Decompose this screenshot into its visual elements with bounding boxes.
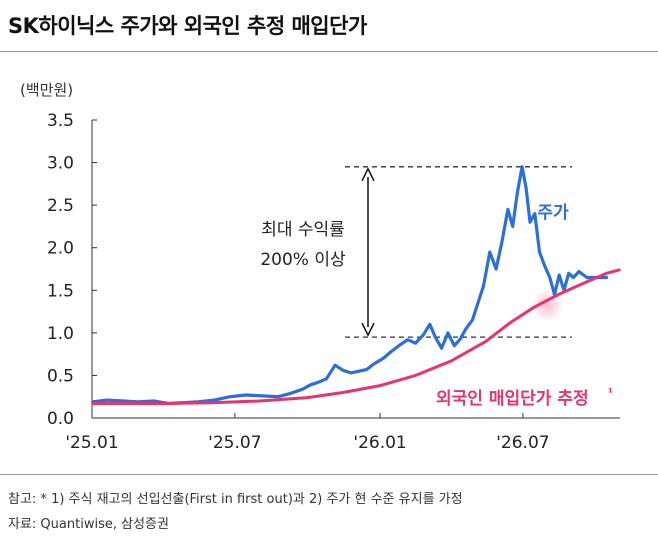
series-label-footnote-marker: ¹	[608, 386, 613, 399]
y-tick-label: 3.5	[47, 111, 74, 131]
y-unit-label: (백만원)	[20, 81, 73, 99]
footer-divider	[0, 474, 658, 475]
footer-source: 자료: Quantiwise, 삼성증권	[8, 517, 169, 532]
y-tick-label: 0.5	[47, 366, 74, 386]
title-divider	[0, 51, 658, 52]
series-line-stock-price	[91, 165, 609, 406]
y-tick-label: 2.5	[47, 196, 74, 216]
y-tick-label: 0.0	[47, 409, 74, 429]
y-tick-label: 1.5	[47, 281, 74, 301]
y-tick-label: 1.0	[47, 324, 74, 344]
x-tick-label: '25.07	[208, 433, 261, 453]
x-tick-label: '26.07	[496, 433, 549, 453]
annotation-line: 200% 이상	[260, 250, 346, 270]
x-tick-label: '26.01	[353, 433, 406, 453]
x-tick-label: '25.01	[65, 433, 118, 453]
y-tick-label: 3.0	[47, 154, 74, 174]
annotation-line: 최대 수익률	[261, 220, 345, 240]
series-line-foreign-cost	[91, 268, 621, 405]
series-label-stock-price: 주가	[537, 203, 569, 223]
series-label-foreign-cost: 외국인 매입단가 추정	[436, 389, 589, 409]
chart-title: SK하이닉스 주가와 외국인 추정 매입단가	[8, 14, 367, 38]
range-arrow-up-head	[361, 167, 375, 182]
line-chart: (백만원) 0.0 0.5 1.0 1.5 2.0 2.5 3.0 3.5 '25.01 '25.0…	[20, 81, 621, 453]
y-tick-label: 2.0	[47, 239, 74, 259]
footer-note: 참고: * 1) 주식 재고의 선입선출(First in first out)…	[8, 492, 463, 507]
range-arrow-down-head	[361, 322, 375, 337]
